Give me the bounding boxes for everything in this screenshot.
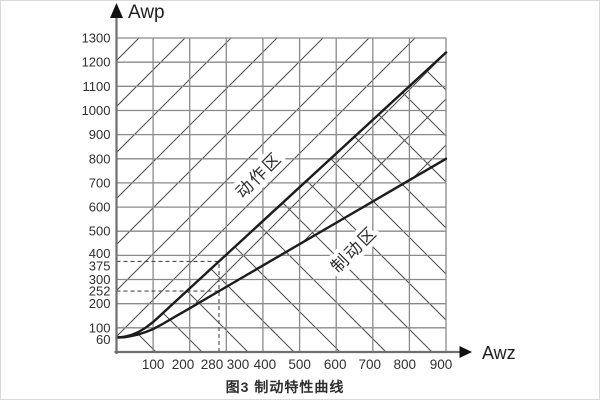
y-tick-label: 60 [96, 332, 110, 347]
y-tick-label: 1000 [82, 103, 111, 118]
x-axis-title: Awz [482, 343, 516, 363]
dashed-construction-lines [116, 260, 220, 352]
y-tick-labels: 1300 1200 1100 1000 900 800 700 600 500 400375300… [82, 31, 111, 348]
x-axis-arrow-icon [459, 346, 472, 358]
x-tick-label: 200 [172, 357, 195, 372]
y-tick-label: 1300 [82, 31, 111, 46]
x-tick-label: 600 [324, 357, 347, 372]
x-tick-labels: 100 200 280 300 400 500 600 700 800 900 [142, 357, 452, 372]
grid-layer [116, 37, 447, 352]
y-tick-label: 1200 [82, 55, 111, 70]
y-tick-label: 900 [89, 127, 111, 142]
y-axis-arrow-icon [110, 3, 123, 18]
y-tick-label: 100 [89, 320, 111, 335]
y-tick-label: 375 [89, 258, 111, 273]
y-tick-label: 700 [89, 175, 111, 190]
axes-layer [110, 3, 472, 358]
y-tick-label: 252 [89, 284, 111, 299]
y-tick-label: 300 [89, 272, 111, 287]
x-tick-label: 700 [359, 357, 382, 372]
y-tick-label: 400 [89, 246, 111, 261]
y-tick-label: 200 [89, 296, 111, 311]
y-axis-title: Awp [128, 2, 165, 23]
x-tick-label: 300 [227, 357, 250, 372]
lower-curve-braking-boundary [115, 157, 448, 339]
y-tick-label: 600 [89, 200, 111, 215]
y-tick-label: 500 [89, 224, 111, 239]
x-tick-label: 100 [142, 357, 165, 372]
x-tick-label: 400 [254, 357, 277, 372]
x-tick-label: 900 [430, 357, 453, 372]
x-tick-label: 500 [288, 357, 311, 372]
y-tick-label: 1100 [83, 79, 111, 94]
y-tick-label: 800 [89, 151, 111, 166]
x-tick-label: 280 [201, 357, 224, 372]
figure-caption: 图3 制动特性曲线 [225, 379, 345, 395]
x-tick-label: 800 [394, 357, 417, 372]
